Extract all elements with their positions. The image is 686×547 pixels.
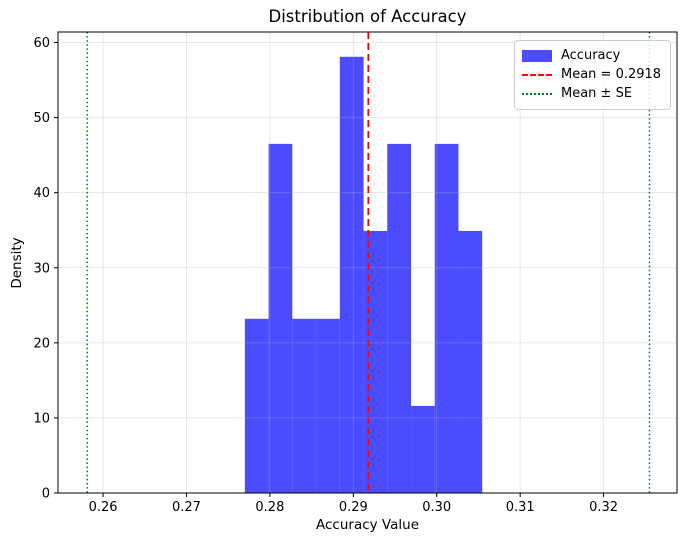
mean-dashed-line-icon <box>522 73 552 76</box>
y-axis-label: Density <box>9 237 25 289</box>
y-tick-label: 10 <box>33 411 50 426</box>
histogram-bar <box>268 143 293 493</box>
legend-label: Mean = 0.2918 <box>561 67 662 82</box>
x-tick-label: 0.31 <box>506 500 535 515</box>
chart-title: Distribution of Accuracy <box>268 7 467 26</box>
legend-label: Accuracy <box>561 48 621 63</box>
x-tick-label: 0.26 <box>89 500 118 515</box>
x-tick-label: 0.30 <box>422 500 451 515</box>
x-tick-label: 0.27 <box>172 500 201 515</box>
se-dotted-line-icon <box>522 92 552 95</box>
legend: Accuracy Mean = 0.2918 Mean ± SE <box>514 40 671 110</box>
x-tick-label: 0.32 <box>589 500 618 515</box>
histogram-bar <box>387 143 412 493</box>
plot-border <box>57 31 678 494</box>
legend-item-accuracy: Accuracy <box>522 46 662 65</box>
x-axis-label: Accuracy Value <box>316 517 419 533</box>
histogram-bar <box>292 318 317 493</box>
histogram-bar <box>411 405 435 493</box>
y-tick-label: 60 <box>33 36 50 51</box>
histogram-bar <box>244 318 269 493</box>
histogram-bar <box>434 143 459 493</box>
y-tick-label: 40 <box>33 186 50 201</box>
legend-item-se: Mean ± SE <box>522 84 662 103</box>
histogram-bar <box>458 230 483 493</box>
histogram-bar <box>363 230 388 493</box>
legend-label: Mean ± SE <box>561 86 633 101</box>
x-tick-label: 0.28 <box>255 500 284 515</box>
y-tick-label: 20 <box>33 336 50 351</box>
y-tick-label: 0 <box>42 487 50 502</box>
x-tick-label: 0.29 <box>339 500 368 515</box>
accuracy-swatch-icon <box>522 49 552 62</box>
legend-item-mean: Mean = 0.2918 <box>522 65 662 84</box>
histogram-bar <box>316 318 340 493</box>
y-tick-label: 30 <box>33 261 50 276</box>
histogram-bar <box>339 56 364 493</box>
y-tick-label: 50 <box>33 111 50 126</box>
